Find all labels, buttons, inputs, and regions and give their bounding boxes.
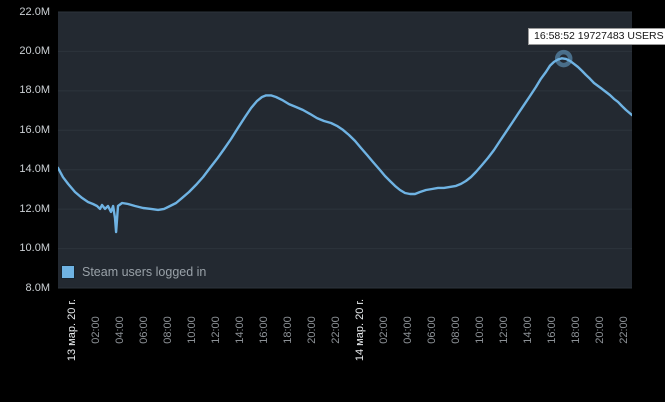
y-tick-label: 8.0M [25,281,50,294]
hover-point-marker [554,49,573,68]
y-tick-label: 18.0M [19,84,50,97]
x-tick-time-label: 02:00 [377,316,390,344]
x-tick-date-label: 14 мар. 20 г. [353,298,366,362]
x-tick-date-label: 13 мар. 20 г. [66,298,79,362]
x-tick-time-label: 04:00 [401,316,414,344]
y-tick-label: 20.0M [19,44,50,57]
x-tick-time-label: 10:00 [473,316,486,344]
x-tick-time-label: 12:00 [497,316,510,344]
x-tick-time-label: 22:00 [617,316,630,344]
x-tick-time-label: 18:00 [569,316,582,344]
x-tick-time-label: 10:00 [186,316,199,344]
y-tick-label: 14.0M [19,163,50,176]
x-tick-time-label: 20:00 [306,316,318,344]
x-tick-time-label: 16:00 [258,316,270,344]
legend: Steam users logged in [61,265,206,279]
hover-tooltip: 16:58:52 19727483 USERS [528,28,665,45]
legend-label: Steam users logged in [82,265,207,279]
x-tick-time-label: 08:00 [162,316,175,344]
x-tick-time-label: 12:00 [210,316,223,344]
x-tick-time-label: 14:00 [521,316,534,344]
x-tick-time-label: 18:00 [282,316,294,344]
x-tick-time-label: 06:00 [138,316,151,344]
x-tick-time-label: 16:00 [545,316,558,344]
x-tick-time-label: 14:00 [234,316,246,344]
x-tick-time-label: 20:00 [593,316,606,344]
y-tick-label: 16.0M [19,123,50,136]
x-tick-time-label: 22:00 [330,316,342,344]
legend-swatch-icon [61,265,75,279]
plot-area[interactable] [58,12,632,288]
x-tick-time-label: 02:00 [90,316,103,344]
gridlines [58,11,632,289]
y-tick-label: 10.0M [19,242,50,255]
y-tick-label: 12.0M [19,202,50,215]
x-tick-time-label: 08:00 [449,316,462,344]
x-tick-time-label: 04:00 [114,316,127,344]
y-tick-label: 22.0M [19,5,50,18]
x-tick-time-label: 06:00 [425,316,438,344]
